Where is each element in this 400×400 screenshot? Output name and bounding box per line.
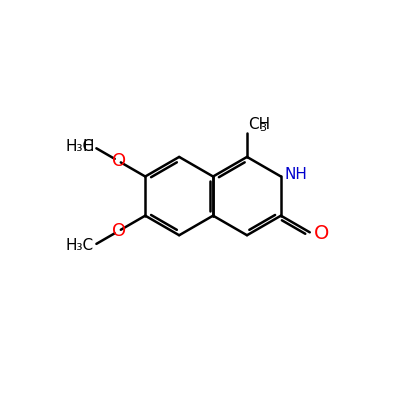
Text: O: O: [112, 222, 126, 240]
Text: H: H: [82, 139, 94, 154]
Text: 3: 3: [259, 124, 266, 134]
Text: O: O: [112, 152, 126, 170]
Text: O: O: [314, 224, 329, 243]
Text: CH: CH: [248, 117, 271, 132]
Text: H₃C: H₃C: [66, 238, 94, 253]
Text: H₃C: H₃C: [66, 139, 94, 154]
Text: NH: NH: [285, 168, 308, 182]
